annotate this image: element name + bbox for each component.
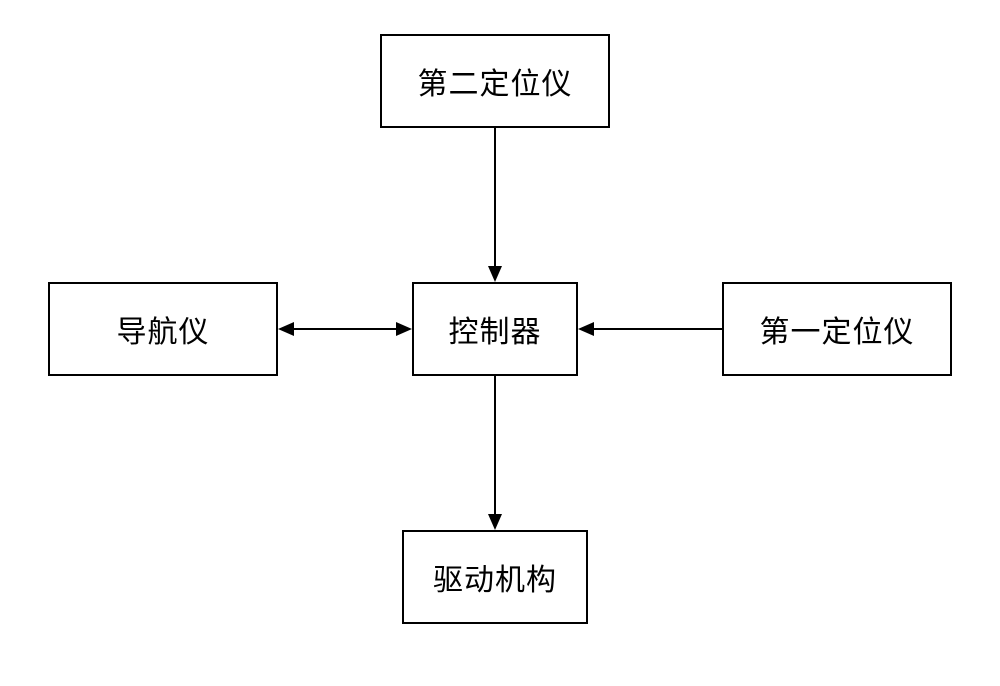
node-right: 第一定位仪 bbox=[722, 282, 952, 376]
node-bottom-label: 驱动机构 bbox=[433, 555, 557, 599]
node-top: 第二定位仪 bbox=[380, 34, 610, 128]
node-top-label: 第二定位仪 bbox=[418, 59, 573, 103]
diagram-canvas: 第二定位仪 导航仪 控制器 第一定位仪 驱动机构 bbox=[0, 0, 1000, 686]
node-center-label: 控制器 bbox=[449, 307, 542, 351]
node-center: 控制器 bbox=[412, 282, 578, 376]
node-left-label: 导航仪 bbox=[117, 307, 210, 351]
node-right-label: 第一定位仪 bbox=[760, 307, 915, 351]
node-left: 导航仪 bbox=[48, 282, 278, 376]
node-bottom: 驱动机构 bbox=[402, 530, 588, 624]
